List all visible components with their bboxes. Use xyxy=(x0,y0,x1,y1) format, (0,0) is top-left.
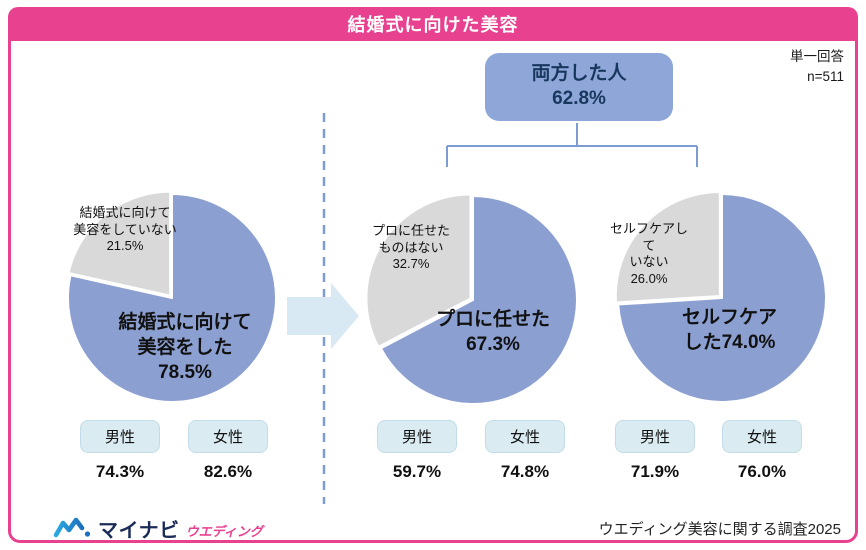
both-did-value: 62.8% xyxy=(552,88,606,109)
pie-chart-self-care xyxy=(614,190,827,403)
pie-pro-gray-label: プロに任せた ものはない 32.7% xyxy=(371,223,450,271)
page-title: 結婚式に向けた美容 xyxy=(347,15,519,35)
pie-chart-overall xyxy=(67,190,277,403)
mynavi-logo: マイナビ ウエディング xyxy=(52,513,263,543)
sample-size-label: n=511 xyxy=(807,68,844,84)
pie-pro-main-label: プロに任せた 67.3% xyxy=(435,309,550,355)
gender-badge-female-pro: 女性 xyxy=(485,420,565,453)
brand-name: マイナビ xyxy=(98,519,180,542)
gender-value-male-overall: 74.3% xyxy=(95,462,145,481)
gender-badge-male-pro: 男性 xyxy=(377,420,457,453)
header-bar: 結婚式に向けた美容 xyxy=(8,7,858,41)
answer-type-label: 単一回答 xyxy=(790,49,844,64)
mynavi-wave-icon xyxy=(53,517,91,538)
pie-self-main-label: セルフケア した74.0% xyxy=(681,307,777,353)
gender-badge-male-self: 男性 xyxy=(615,420,695,453)
pie-self-gray-label: セルフケアし て いない 26.0% xyxy=(609,221,688,286)
gender-badge-male-overall: 男性 xyxy=(80,420,160,453)
pie-slice xyxy=(614,190,721,304)
gender-value-female-overall: 82.6% xyxy=(203,462,253,481)
pie-slice xyxy=(67,190,172,297)
both-did-label: 両方した人 xyxy=(531,63,627,85)
pie-overall-gray-label: 結婚式に向けて 美容をしていない 21.5% xyxy=(73,205,177,253)
gender-value-female-self: 76.0% xyxy=(737,462,787,481)
pie-slice xyxy=(67,193,277,403)
pie-slice xyxy=(617,193,827,403)
gender-value-female-pro: 74.8% xyxy=(500,462,550,481)
gender-badge-female-overall: 女性 xyxy=(188,420,268,453)
survey-meta: 単一回答 n=511 xyxy=(790,47,844,86)
pie-slice xyxy=(365,193,472,348)
pie-slice xyxy=(379,195,578,405)
gender-value-male-pro: 59.7% xyxy=(392,462,442,481)
gender-badge-female-self: 女性 xyxy=(722,420,802,453)
survey-title: ウエディング美容に関する調査2025 xyxy=(598,521,841,538)
both-did-box: 両方した人 62.8% xyxy=(485,53,673,121)
gender-value-male-self: 71.9% xyxy=(630,462,680,481)
brand-subtitle: ウエディング xyxy=(185,524,263,539)
pie-overall-main-label: 結婚式に向けて 美容をした 78.5% xyxy=(118,312,252,383)
pie-chart-pro-care xyxy=(365,193,578,405)
